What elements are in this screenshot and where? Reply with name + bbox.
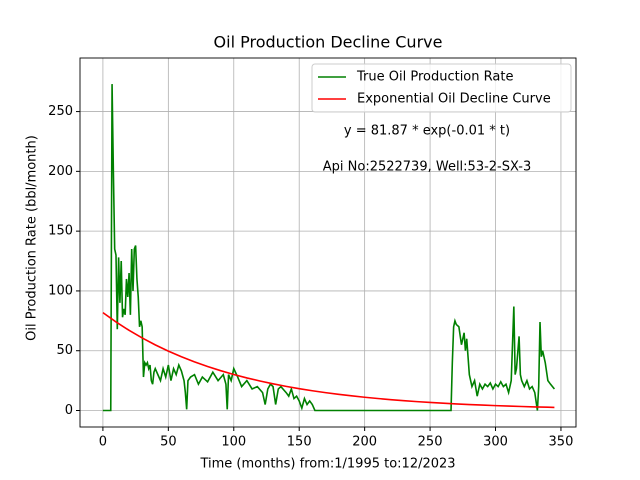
annotation: y = 81.87 * exp(-0.01 * t) [344, 124, 510, 139]
legend-label: Exponential Oil Decline Curve [357, 92, 551, 107]
x-tick-label: 150 [287, 435, 312, 450]
x-tick-label: 200 [352, 435, 377, 450]
x-tick-label: 100 [221, 435, 246, 450]
legend-box [311, 63, 572, 113]
x-tick-label: 0 [99, 435, 107, 450]
y-tick-label: 200 [48, 164, 73, 179]
y-axis-label: Oil Production Rate (bbl/month) [25, 135, 40, 341]
x-tick-label: 250 [418, 435, 443, 450]
y-tick-label: 50 [56, 343, 73, 358]
y-tick-label: 100 [48, 283, 73, 298]
annotation: Api No:2522739, Well:53-2-SX-3 [323, 160, 531, 175]
series-line [102, 311, 555, 409]
x-axis-label: Time (months) from:1/1995 to:12/2023 [199, 457, 455, 472]
x-tick-label: 300 [483, 435, 508, 450]
y-tick-label: 150 [48, 224, 73, 239]
x-tick-label: 350 [549, 435, 574, 450]
plot-frame [79, 57, 577, 428]
x-tick-label: 50 [160, 435, 177, 450]
series-line [102, 84, 556, 412]
y-tick-label: 0 [65, 403, 73, 418]
legend-label: True Oil Production Rate [356, 70, 513, 85]
y-tick-label: 250 [48, 104, 73, 119]
chart-title: Oil Production Decline Curve [214, 33, 443, 52]
